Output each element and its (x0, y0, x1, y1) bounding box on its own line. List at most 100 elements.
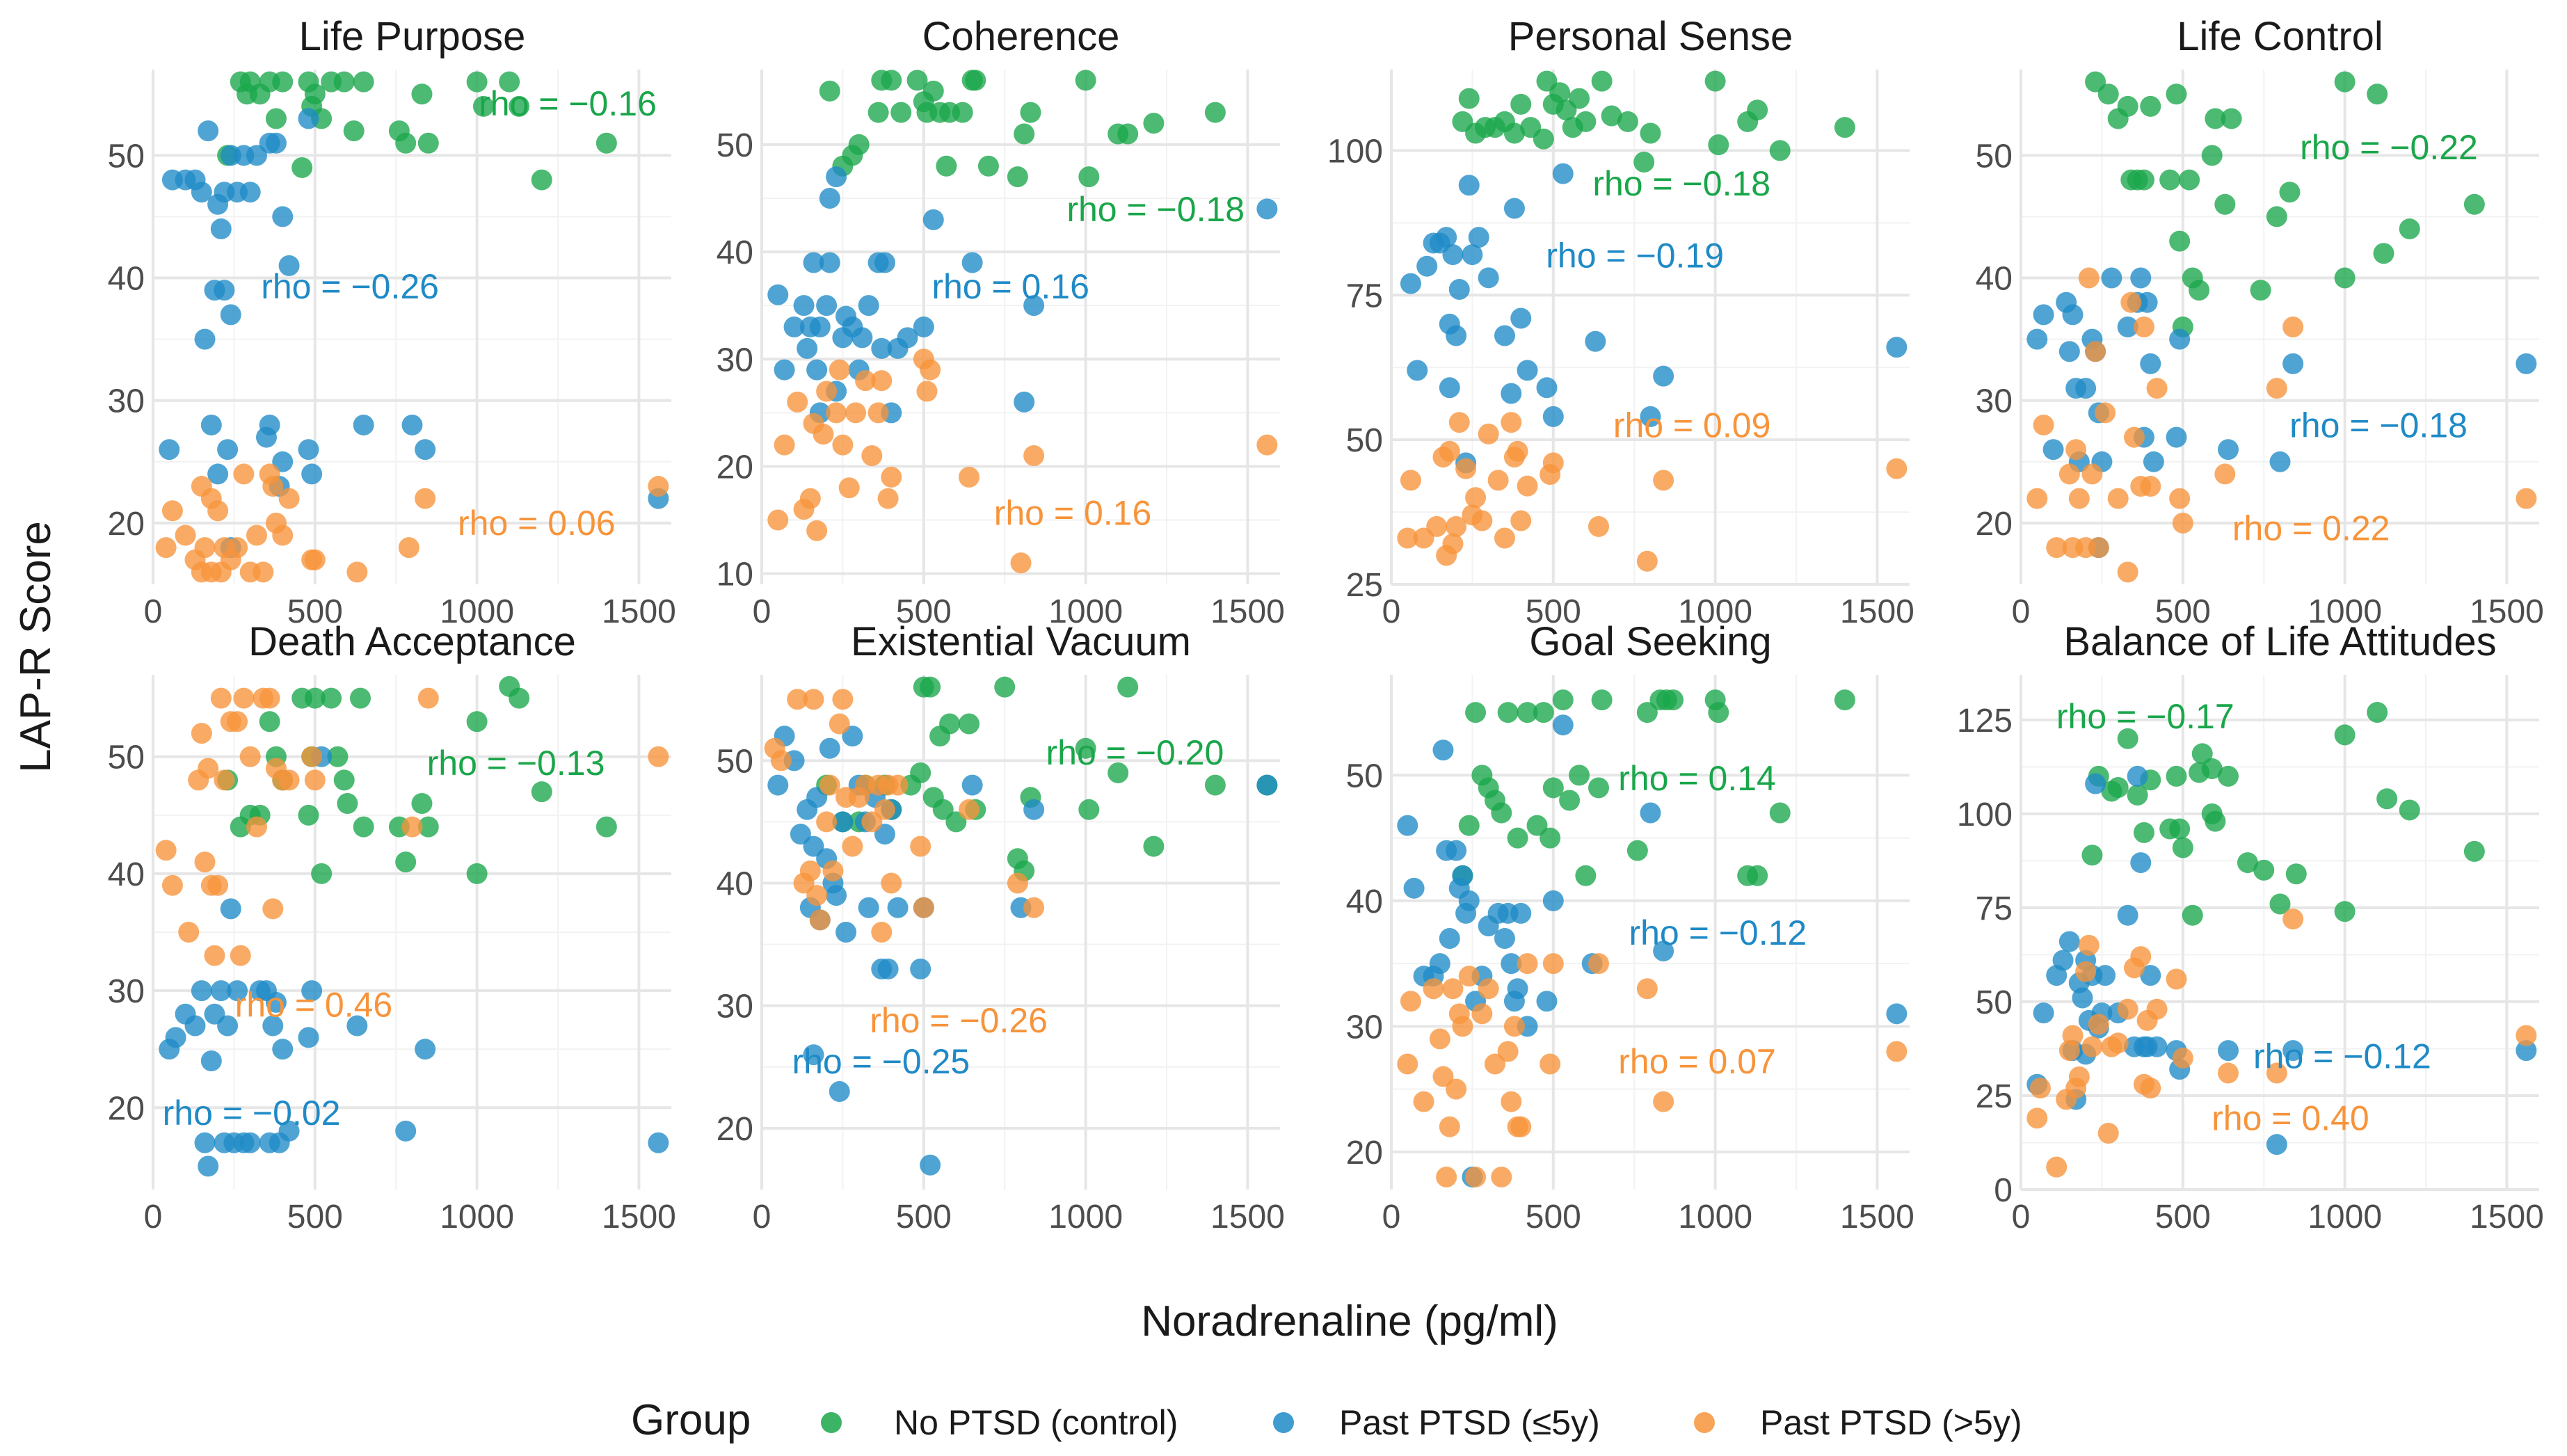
data-point (1020, 102, 1041, 123)
y-tick-label: 30 (717, 989, 753, 1025)
data-point (2101, 267, 2122, 289)
y-tick-label: 30 (108, 973, 145, 1010)
rho-label-control: rho = −0.17 (2056, 697, 2234, 736)
data-point (877, 488, 899, 509)
y-tick-label: 50 (717, 743, 753, 780)
data-point (2026, 1107, 2048, 1129)
data-point (1533, 128, 1554, 150)
data-point (1636, 702, 1658, 723)
data-point (214, 769, 235, 791)
series-past-over-5y (764, 689, 1045, 943)
data-point (2179, 169, 2200, 191)
data-point (272, 1039, 294, 1060)
data-point (2062, 304, 2084, 326)
data-point (1542, 890, 1564, 911)
data-point (1617, 111, 1638, 132)
data-point (272, 525, 294, 546)
data-point (2376, 788, 2398, 810)
data-point (2334, 71, 2356, 93)
data-point (2097, 1122, 2119, 1144)
data-point (1503, 1016, 1525, 1037)
data-point (2250, 280, 2271, 301)
data-point (1636, 978, 1658, 1000)
y-tick-label: 20 (1346, 1135, 1383, 1171)
data-point (2058, 463, 2080, 485)
data-point (278, 769, 300, 791)
data-point (829, 359, 850, 381)
data-point (207, 463, 229, 485)
legend-key-control (821, 1412, 842, 1433)
data-point (2143, 451, 2164, 472)
data-point (1426, 515, 1448, 537)
data-point (826, 402, 847, 424)
rho-label-past-5y: rho = −0.25 (792, 1042, 970, 1081)
data-point (2117, 904, 2138, 926)
data-point (1510, 510, 1532, 531)
data-point (304, 83, 326, 105)
data-point (1540, 827, 1561, 849)
data-point (922, 80, 944, 102)
data-point (184, 1015, 206, 1037)
data-point (1653, 941, 1674, 962)
x-tick-label: 1500 (1210, 593, 1285, 630)
data-point (2088, 537, 2109, 559)
data-point (2081, 1036, 2103, 1057)
x-tick-label: 1000 (1048, 1199, 1123, 1235)
data-point (767, 284, 789, 305)
data-point (204, 945, 225, 966)
y-tick-label: 100 (1957, 797, 2013, 833)
data-point (346, 561, 368, 583)
data-point (230, 945, 251, 966)
data-point (217, 439, 239, 461)
rho-label-control: rho = −0.22 (2300, 128, 2478, 167)
data-point (939, 713, 961, 735)
data-point (2140, 95, 2161, 117)
data-point (1256, 774, 1278, 796)
panel-title: Goal Seeking (1529, 619, 1771, 664)
data-point (2169, 230, 2191, 252)
data-point (217, 1015, 239, 1037)
data-point (2107, 488, 2129, 509)
data-point (2042, 439, 2064, 461)
data-point (2046, 537, 2068, 559)
data-point (874, 824, 895, 845)
data-point (1549, 82, 1571, 104)
data-point (1601, 105, 1622, 127)
data-point (945, 811, 967, 833)
data-point (819, 252, 840, 273)
data-point (2266, 1062, 2287, 1084)
data-point (2117, 728, 2138, 749)
data-point (1413, 1091, 1434, 1112)
data-point (1501, 1091, 1522, 1112)
data-point (2107, 777, 2129, 799)
data-point (2078, 267, 2100, 289)
data-point (1078, 799, 1100, 820)
data-point (2201, 803, 2223, 824)
data-point (220, 304, 241, 326)
data-point (353, 71, 374, 93)
data-point (793, 295, 815, 317)
data-point (835, 922, 857, 943)
series-past-over-5y (155, 687, 669, 966)
data-point (1591, 689, 1613, 711)
data-point (1458, 966, 1480, 987)
data-point (353, 414, 374, 435)
series-control (819, 70, 1226, 188)
data-point (2218, 765, 2239, 787)
rho-label-past-5y: rho = −0.26 (261, 267, 439, 306)
data-point (881, 466, 902, 488)
data-point (207, 874, 229, 896)
data-point (304, 769, 326, 791)
panel-title: Balance of Life Attitudes (2063, 619, 2496, 664)
data-point (246, 525, 267, 546)
data-point (1575, 111, 1597, 132)
data-point (2463, 193, 2485, 215)
panel-life-control: 0 500 1000 1500 20 30 40 50 Life Control rho = −0… (1976, 14, 2544, 630)
data-point (2140, 1078, 2161, 1099)
data-point (194, 1132, 216, 1153)
data-point (159, 439, 180, 461)
data-point (398, 537, 419, 559)
data-point (1010, 552, 1032, 574)
data-point (2130, 946, 2152, 968)
data-point (887, 774, 909, 796)
